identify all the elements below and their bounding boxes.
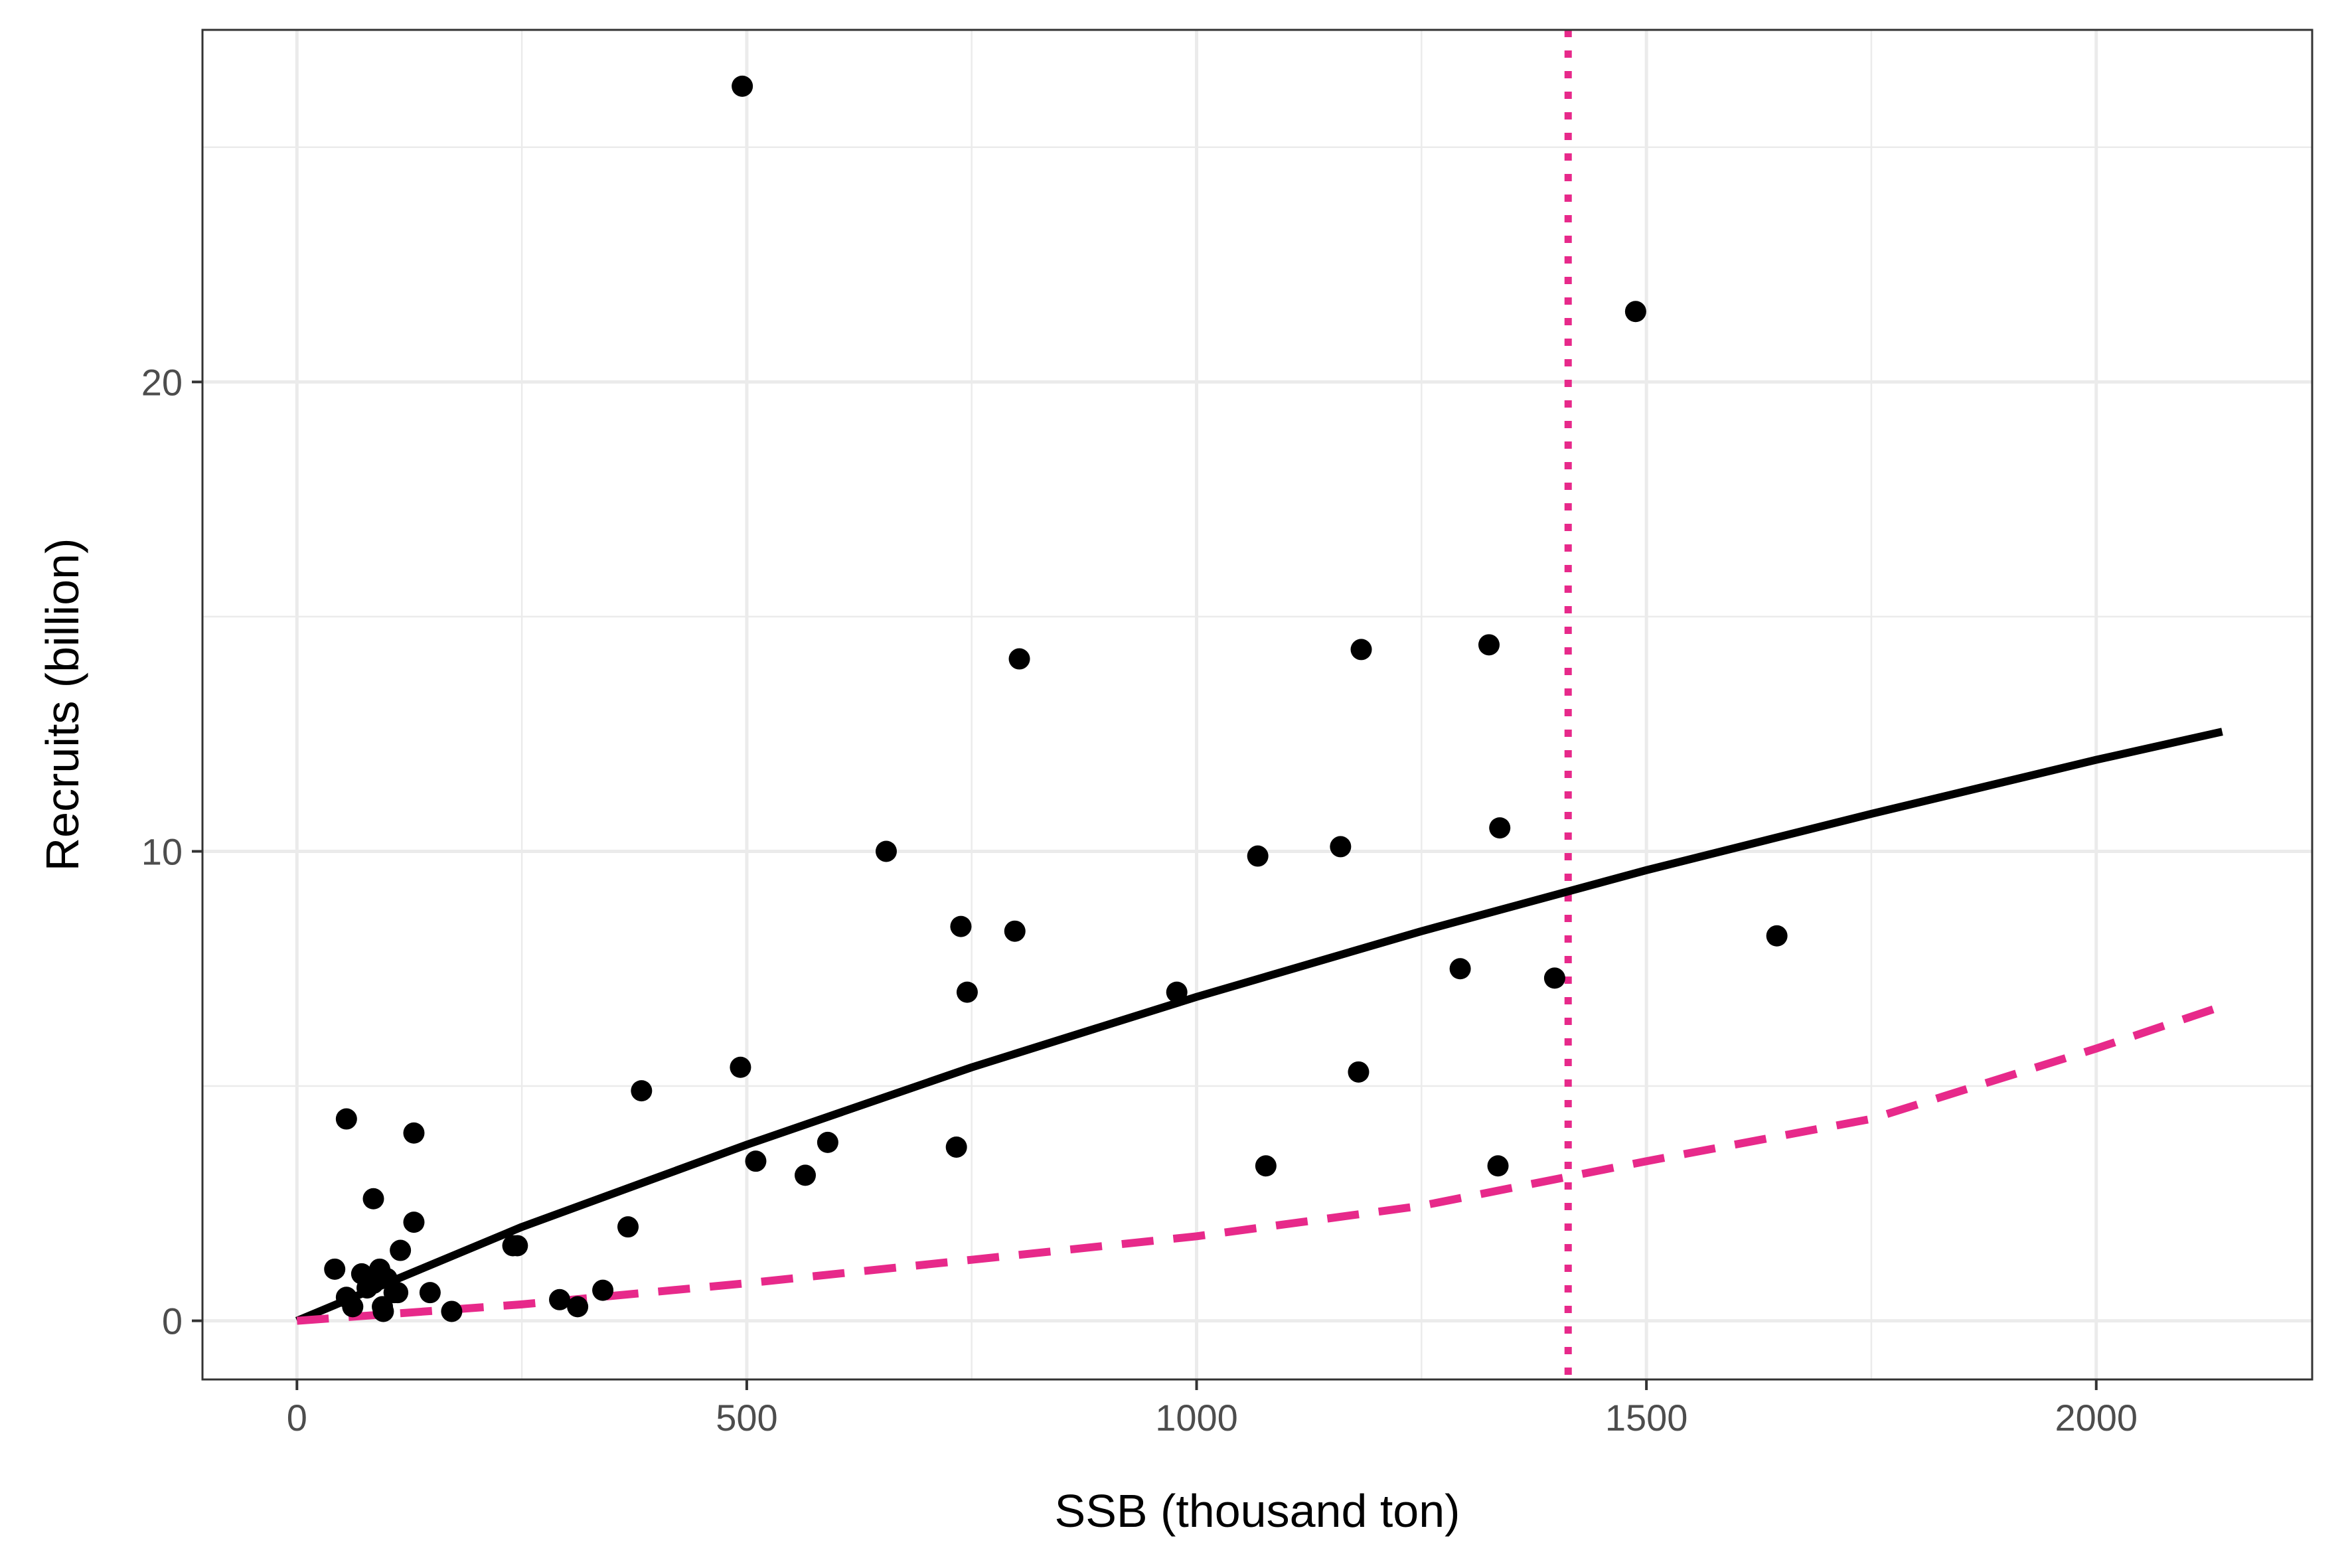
y-axis: 0 10 20 — [141, 361, 202, 1342]
data-point — [950, 915, 972, 937]
data-point — [549, 1289, 571, 1310]
y-axis-title: Recruits (billion) — [37, 538, 88, 872]
x-tick-label: 2000 — [2055, 1397, 2138, 1439]
data-point — [1624, 301, 1646, 323]
data-point — [956, 981, 978, 1003]
data-point — [795, 1164, 816, 1186]
data-point — [1449, 958, 1471, 980]
data-point — [335, 1108, 357, 1130]
data-point — [817, 1131, 838, 1153]
data-point — [1348, 1061, 1370, 1083]
y-tick-label: 0 — [162, 1300, 183, 1342]
data-points — [324, 75, 1788, 1322]
x-axis-title: SSB (thousand ton) — [1055, 1485, 1460, 1537]
data-point — [1247, 845, 1269, 867]
data-point — [419, 1282, 441, 1304]
data-point — [1350, 639, 1372, 661]
x-tick-label: 1000 — [1155, 1397, 1238, 1439]
data-point — [1330, 836, 1352, 858]
data-point — [592, 1279, 614, 1301]
data-point — [1004, 920, 1026, 942]
fit-lines — [295, 728, 2224, 1325]
grid-minor — [202, 30, 2312, 1379]
x-tick-label: 1500 — [1605, 1397, 1688, 1439]
grid-major — [202, 30, 2312, 1379]
data-point — [945, 1136, 967, 1158]
data-point — [567, 1296, 589, 1318]
data-point — [356, 1277, 378, 1299]
x-axis: 0 500 1000 1500 2000 — [287, 1379, 2138, 1439]
data-point — [1766, 925, 1788, 947]
data-point — [1489, 817, 1511, 839]
data-point — [372, 1300, 394, 1322]
y-tick-label: 10 — [141, 830, 183, 872]
data-point — [383, 1282, 405, 1304]
y-tick-label: 20 — [141, 361, 183, 403]
data-point — [362, 1188, 384, 1210]
data-point — [1166, 981, 1188, 1003]
data-point — [1008, 648, 1030, 670]
x-tick-label: 500 — [716, 1397, 777, 1439]
data-point — [1255, 1155, 1277, 1177]
fit-line-dashed — [296, 1002, 2224, 1325]
data-point — [1543, 967, 1565, 989]
x-tick-label: 0 — [287, 1397, 307, 1439]
data-point — [390, 1239, 412, 1261]
data-point — [342, 1296, 364, 1318]
data-point — [631, 1080, 653, 1102]
data-point — [507, 1235, 528, 1257]
data-point — [1478, 634, 1500, 656]
data-point — [732, 75, 753, 97]
data-point — [324, 1258, 346, 1280]
data-point — [403, 1122, 425, 1144]
data-point — [441, 1300, 463, 1322]
data-point — [730, 1056, 751, 1078]
data-point — [745, 1150, 767, 1172]
data-point — [875, 840, 897, 862]
data-point — [1487, 1155, 1509, 1177]
data-point — [617, 1216, 639, 1238]
data-point — [403, 1212, 425, 1233]
panel-border — [201, 29, 2313, 1381]
fit-line-solid — [295, 728, 2223, 1325]
